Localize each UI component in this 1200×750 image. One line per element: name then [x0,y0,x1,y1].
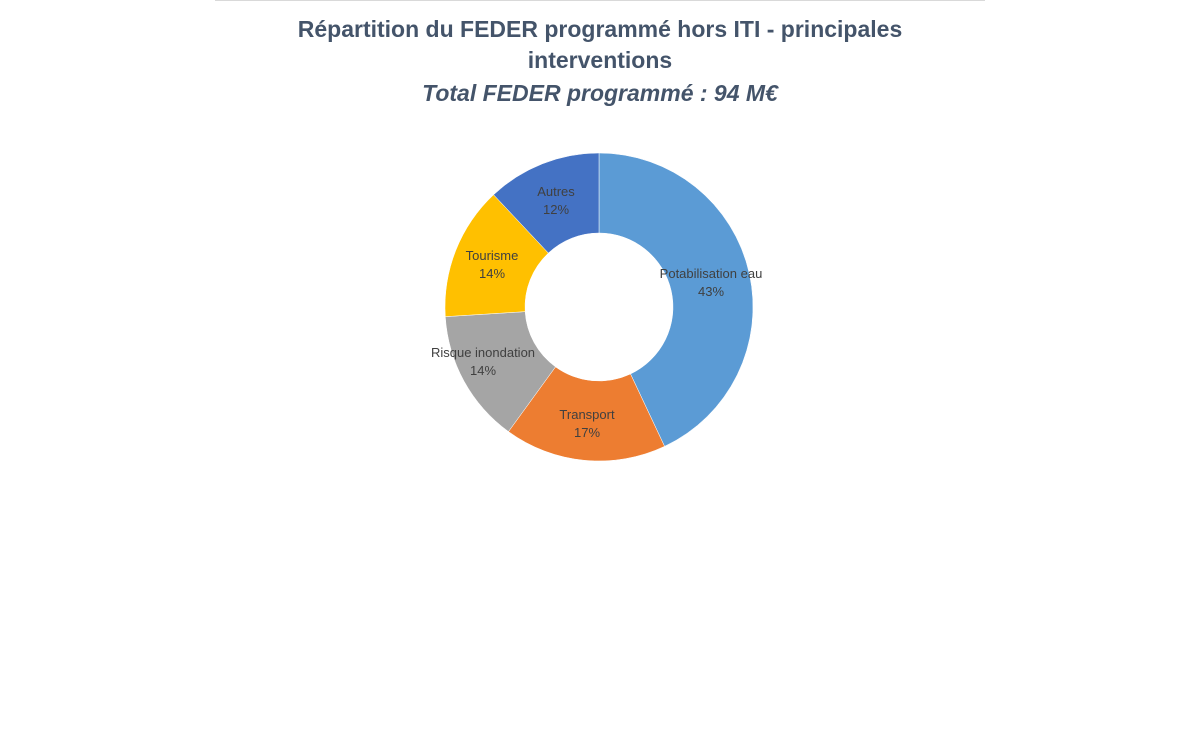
slice-label-name-tourisme: Tourisme [466,248,519,263]
slice-label-value-tourisme: 14% [479,266,505,281]
slice-label-name-potabilisation-eau: Potabilisation eau [660,266,763,281]
slice-label-name-autres: Autres [537,184,575,199]
slice-label-value-potabilisation-eau: 43% [698,284,724,299]
slice-label-value-autres: 12% [543,202,569,217]
top-divider [215,0,985,1]
chart-subtitle: Total FEDER programmé : 94 M€ [422,80,778,106]
chart-title-block: Répartition du FEDER programmé hors ITI … [250,14,950,110]
slice-potabilisation-eau[interactable] [598,152,754,447]
chart-title-line-1: Répartition du FEDER programmé hors ITI … [297,16,903,42]
slice-label-name-transport: Transport [559,407,615,422]
slice-label-value-risque-inondation: 14% [470,363,496,378]
chart-title-line-2: interventions [527,47,673,73]
slice-label-name-risque-inondation: Risque inondation [431,345,535,360]
slice-autres[interactable] [493,152,600,254]
slice-label-value-transport: 17% [574,425,600,440]
